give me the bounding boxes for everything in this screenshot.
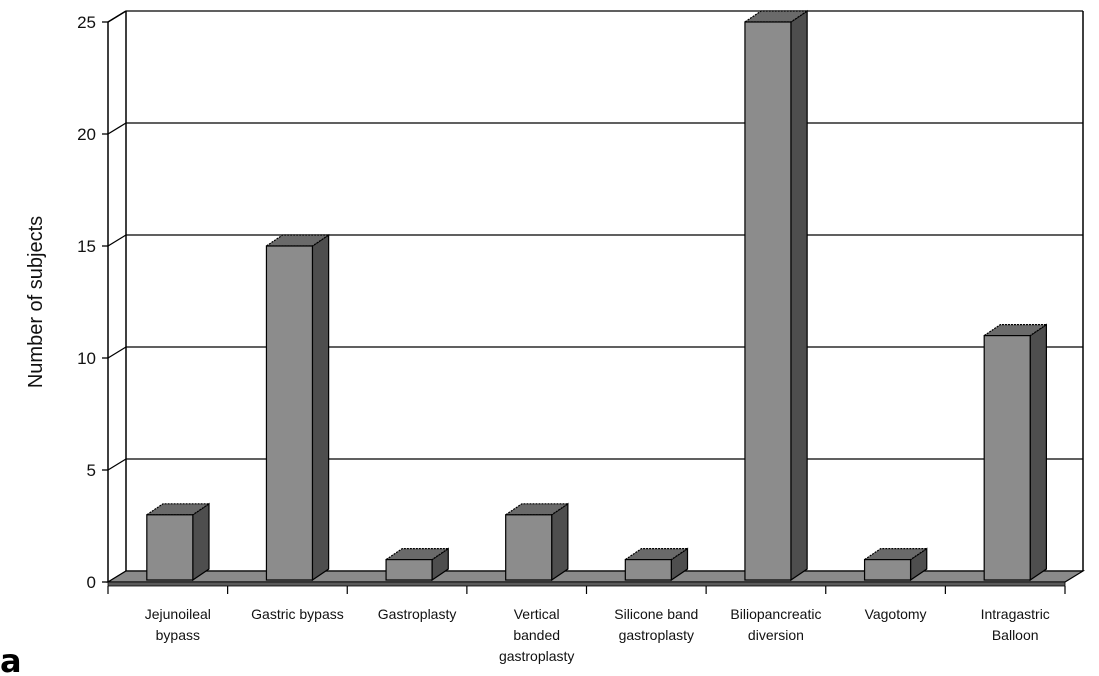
bar-front — [505, 514, 553, 581]
y-tick-label: 5 — [87, 461, 96, 480]
axes — [102, 10, 1086, 594]
bar-front — [146, 514, 194, 581]
bar-side — [311, 233, 330, 582]
gridline-side — [107, 122, 127, 135]
gridlines — [107, 10, 1083, 583]
y-tick-label: 10 — [77, 349, 96, 368]
bar-side — [192, 502, 210, 582]
y-axis-label: Number of subjects — [25, 216, 47, 388]
bar — [982, 323, 1049, 582]
bar-front — [385, 558, 433, 581]
x-category-label: Gastroplasty — [378, 606, 457, 622]
bar-side — [790, 9, 808, 582]
y-axis-top-edge — [107, 10, 127, 23]
chart-floor-edge — [107, 581, 1066, 587]
bar — [503, 502, 570, 582]
chart-floor — [105, 570, 1086, 583]
y-tick-label: 25 — [77, 13, 96, 32]
bar — [384, 547, 451, 582]
bar — [144, 502, 211, 582]
panel-label: a — [0, 642, 22, 676]
y-tick-label: 0 — [87, 573, 96, 592]
bar — [742, 9, 810, 582]
bar — [264, 233, 331, 582]
bar-front — [744, 21, 792, 581]
bar — [623, 547, 690, 582]
x-category-label: Vertical banded gastroplasty — [499, 606, 574, 664]
bar — [862, 547, 929, 582]
bar-front — [265, 245, 314, 581]
bar-front — [863, 558, 912, 581]
bar-side — [551, 502, 569, 582]
gridline-side — [107, 346, 127, 359]
y-tick-label: 15 — [77, 237, 96, 256]
bar-front — [983, 335, 1031, 581]
y-tick-labels: 0 5 10 15 20 25 — [77, 13, 96, 592]
x-category-label: Intragastric Balloon — [981, 606, 1050, 643]
bars — [144, 9, 1049, 582]
x-category-label: Jejunoileal bypass — [145, 606, 211, 643]
x-category-label: Silicone band gastroplasty — [614, 606, 698, 643]
x-category-labels: Jejunoileal bypass Gastric bypass Gastropla… — [145, 606, 1050, 664]
gridline-side — [107, 234, 127, 247]
x-category-label: Biliopancreatic diversion — [730, 606, 821, 643]
y-tick-label: 20 — [77, 125, 96, 144]
gridline-side — [107, 458, 127, 471]
bar-front — [624, 558, 672, 581]
x-category-label: Vagotomy — [865, 606, 927, 622]
x-category-label: Gastric bypass — [251, 606, 344, 622]
bar-side — [1029, 323, 1047, 582]
